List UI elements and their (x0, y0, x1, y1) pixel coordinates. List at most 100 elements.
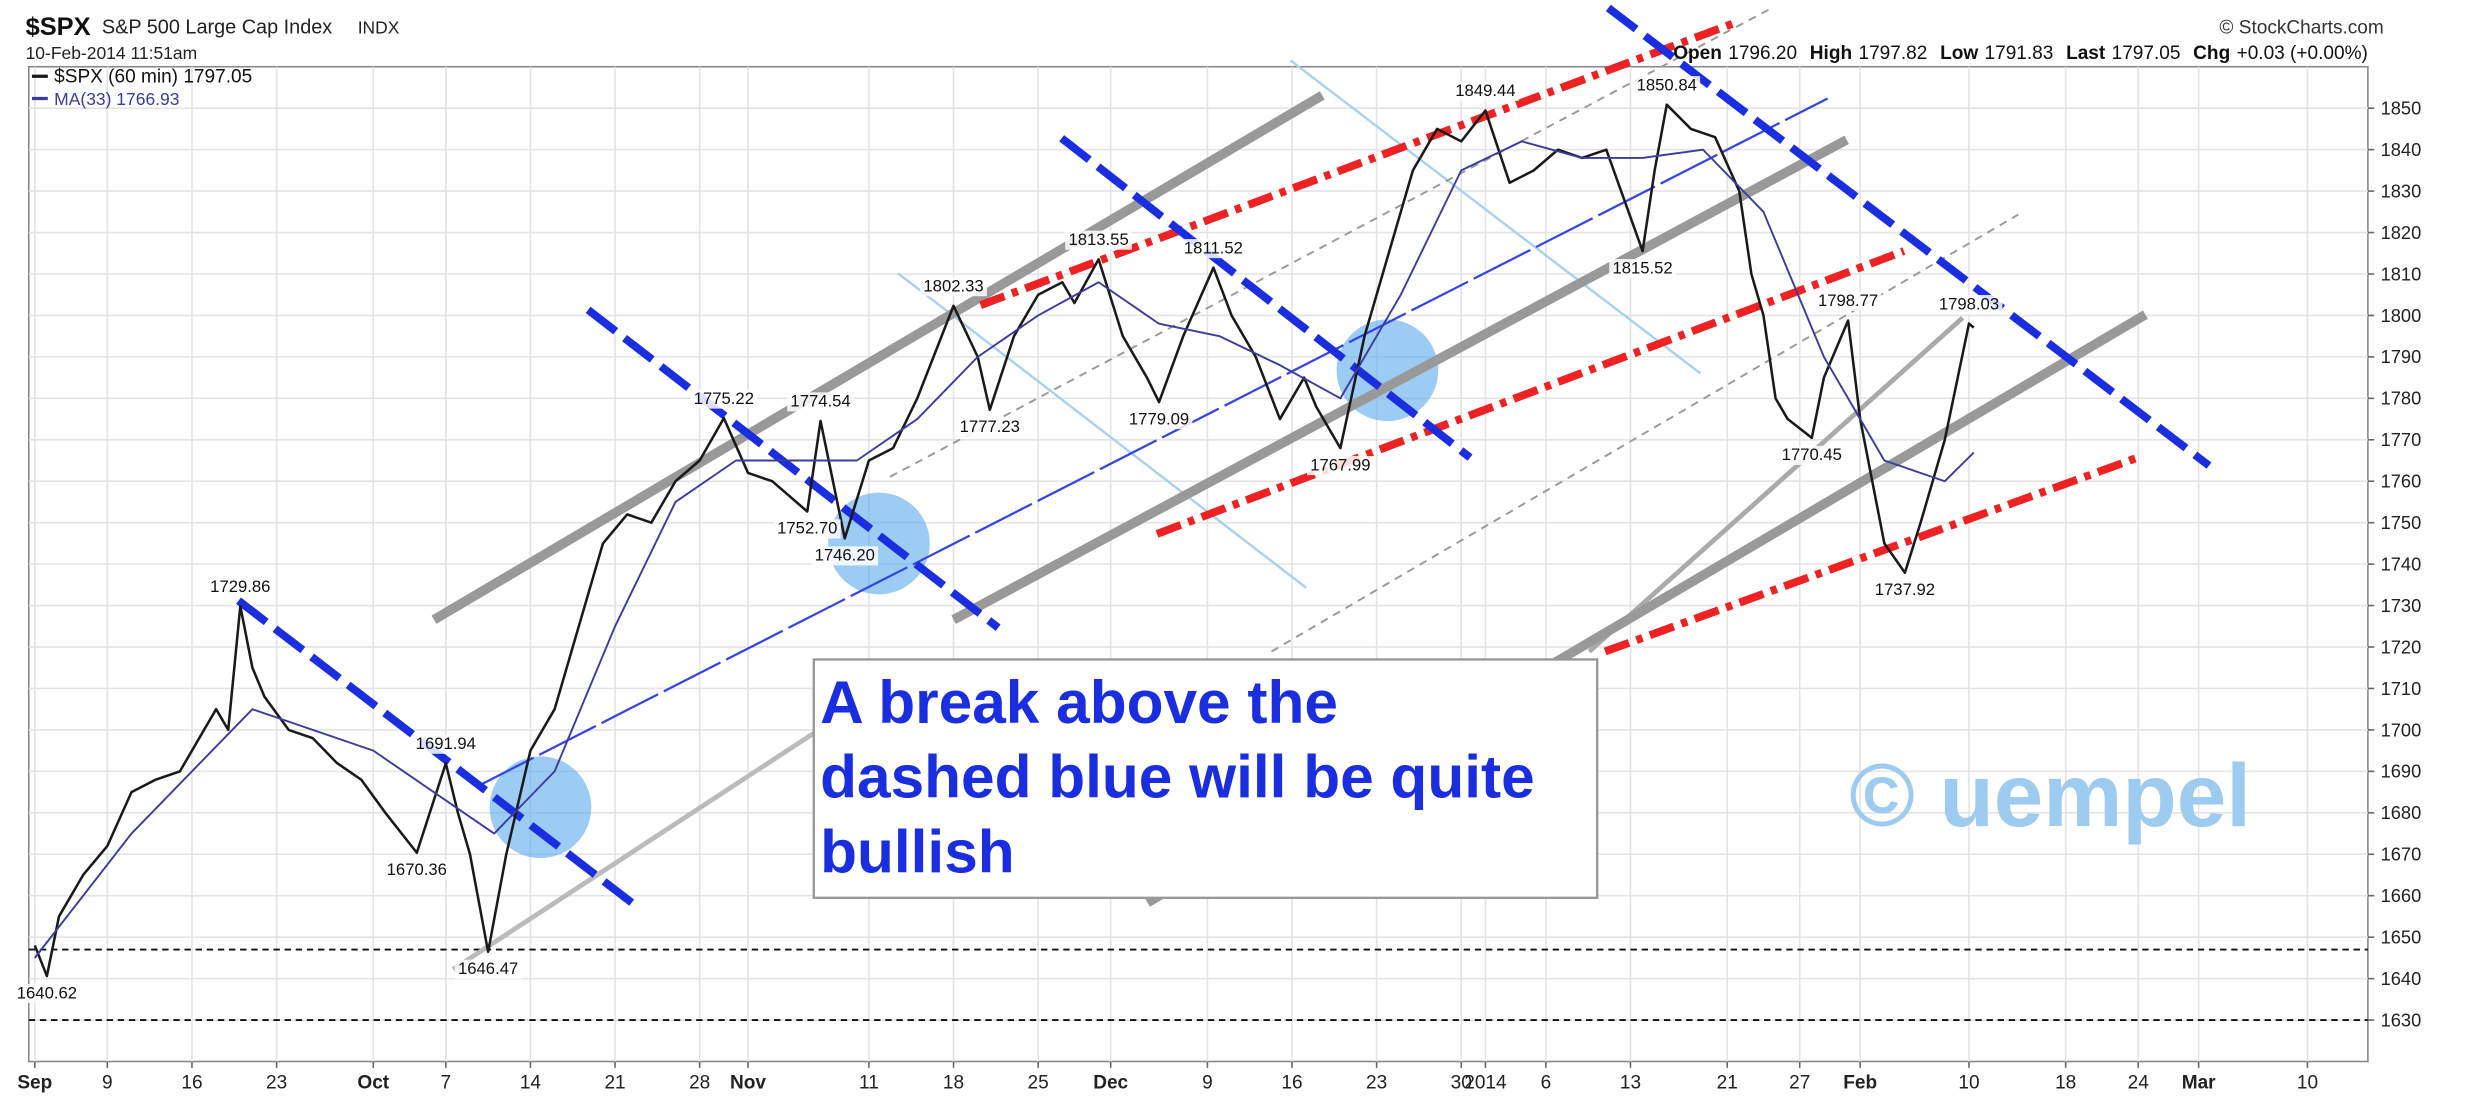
x-tick-label: 6 (1541, 1073, 1552, 1094)
y-tick-label: 1740 (2381, 553, 2422, 574)
value-label-box (1935, 294, 2003, 315)
stat-value: 1797.05 (2112, 43, 2181, 64)
x-tick-label: 10 (1958, 1073, 1979, 1094)
value-label-box (811, 546, 879, 566)
value-label: 1777.23 (960, 417, 1020, 436)
y-tick-label: 1840 (2381, 139, 2422, 160)
trend-line (1289, 59, 1702, 375)
y-tick-label: 1790 (2381, 346, 2422, 367)
price-line (33, 103, 1975, 978)
highlight-circle (489, 756, 592, 859)
y-tick-label: 1710 (2381, 678, 2422, 699)
value-label-box (1778, 445, 1846, 465)
x-tick-label: 13 (1620, 1073, 1641, 1094)
value-label-box (383, 860, 451, 880)
value-label-box (690, 389, 758, 409)
x-tick-label: 18 (943, 1073, 964, 1094)
value-label: 1752.70 (777, 519, 837, 538)
value-label-layer: 1640.62 1729.86 1670.36 1691.94 1646.47 1775.… (13, 75, 2003, 1004)
y-tick-label: 1630 (2381, 1009, 2422, 1030)
y-tick-label: 1760 (2381, 471, 2422, 492)
legend-label: $SPX (60 min) 1797.05 (54, 67, 252, 88)
value-label: 1813.55 (1068, 230, 1128, 249)
value-label: 1811.52 (1184, 238, 1243, 257)
value-label: 1729.86 (210, 577, 270, 596)
y-tick-label: 1700 (2381, 719, 2422, 740)
y-tick-label: 1720 (2381, 636, 2422, 657)
y-tick-label: 1690 (2381, 761, 2422, 782)
value-label-box (1871, 580, 1939, 600)
chart-subtitle: S&P 500 Large Cap Index (102, 16, 332, 38)
value-label-box (13, 983, 81, 1004)
value-label-box (1452, 81, 1519, 101)
value-label-box (1065, 230, 1132, 250)
trend-line (1155, 247, 1906, 538)
trend-line (1587, 316, 1965, 654)
value-label: 1850.84 (1637, 75, 1697, 94)
x-tick-label: Oct (357, 1073, 389, 1094)
annotation-box (812, 658, 1599, 900)
price-line (34, 140, 1975, 959)
y-tick-label: 1640 (2381, 968, 2422, 989)
annotation-text: bullish (820, 817, 1015, 885)
y-tick-label: 1800 (2381, 305, 2422, 326)
annotation-text: dashed blue will be quite (820, 743, 1535, 811)
value-label-box (1814, 291, 1882, 311)
value-label-box (956, 417, 1024, 437)
x-tick-label: 21 (1717, 1073, 1738, 1094)
value-label: 1798.77 (1818, 291, 1878, 310)
x-tick-label: 10 (2297, 1073, 2318, 1094)
x-tick-label: 9 (102, 1073, 113, 1094)
stat-label: High (1810, 43, 1852, 64)
value-label-box (787, 392, 854, 412)
trend-line (1605, 4, 2212, 469)
x-tick-label: 23 (266, 1073, 287, 1094)
stat-label: Chg (2193, 43, 2230, 64)
x-tick-label: 7 (441, 1073, 452, 1094)
stat-label: Last (2066, 43, 2106, 64)
stat-value: 1791.83 (1985, 43, 2054, 64)
exchange: INDX (358, 17, 400, 37)
y-tick-label: 1780 (2381, 388, 2422, 409)
value-label-box (1609, 259, 1676, 279)
annotation-text: A break above the (820, 668, 1338, 736)
value-label-box (412, 734, 480, 754)
x-tick-label: 2014 (1464, 1073, 1507, 1094)
y-tick-label: 1670 (2381, 844, 2422, 865)
x-tick-label: 16 (181, 1073, 202, 1094)
value-label: 1775.22 (694, 389, 754, 408)
y-tick-label: 1770 (2381, 429, 2422, 450)
trend-line (1270, 213, 2019, 653)
trend-line (889, 7, 1773, 478)
header-stats: Open 1796.20 High 1797.82 Low 1791.83 Last 1797… (1673, 43, 2368, 64)
value-label-box (920, 277, 987, 297)
x-tick-label: 9 (1202, 1073, 1213, 1094)
value-label-box (1125, 410, 1193, 430)
value-label: 1670.36 (387, 860, 447, 879)
value-label-box (1180, 239, 1247, 259)
value-label: 1737.92 (1875, 580, 1935, 599)
stat-value: 1796.20 (1728, 43, 1797, 64)
trend-line (476, 97, 1829, 788)
stat-value: +0.03 (+0.00%) (2237, 43, 2368, 64)
stat-value: 1797.82 (1858, 43, 1927, 64)
x-tick-label: 14 (520, 1073, 542, 1094)
y-tick-label: 1730 (2381, 595, 2422, 616)
value-label: 1774.54 (790, 392, 850, 411)
x-tick-label: Feb (1843, 1073, 1877, 1094)
annotation: A break above the dashed blue will be qui… (820, 668, 1535, 885)
y-tick-label: 1820 (2381, 222, 2422, 243)
chart-title: $SPX (26, 13, 91, 41)
y-tick-label: 1660 (2381, 885, 2422, 906)
value-label: 1770.45 (1782, 445, 1842, 464)
value-label-box (1633, 76, 1701, 96)
value-label-box (773, 519, 841, 539)
trend-line (897, 272, 1308, 589)
x-tick-label: 25 (1028, 1073, 1049, 1094)
y-tick-label: 1680 (2381, 802, 2422, 823)
x-tick-label: 21 (604, 1073, 625, 1094)
y-tick-label: 1850 (2381, 98, 2422, 119)
